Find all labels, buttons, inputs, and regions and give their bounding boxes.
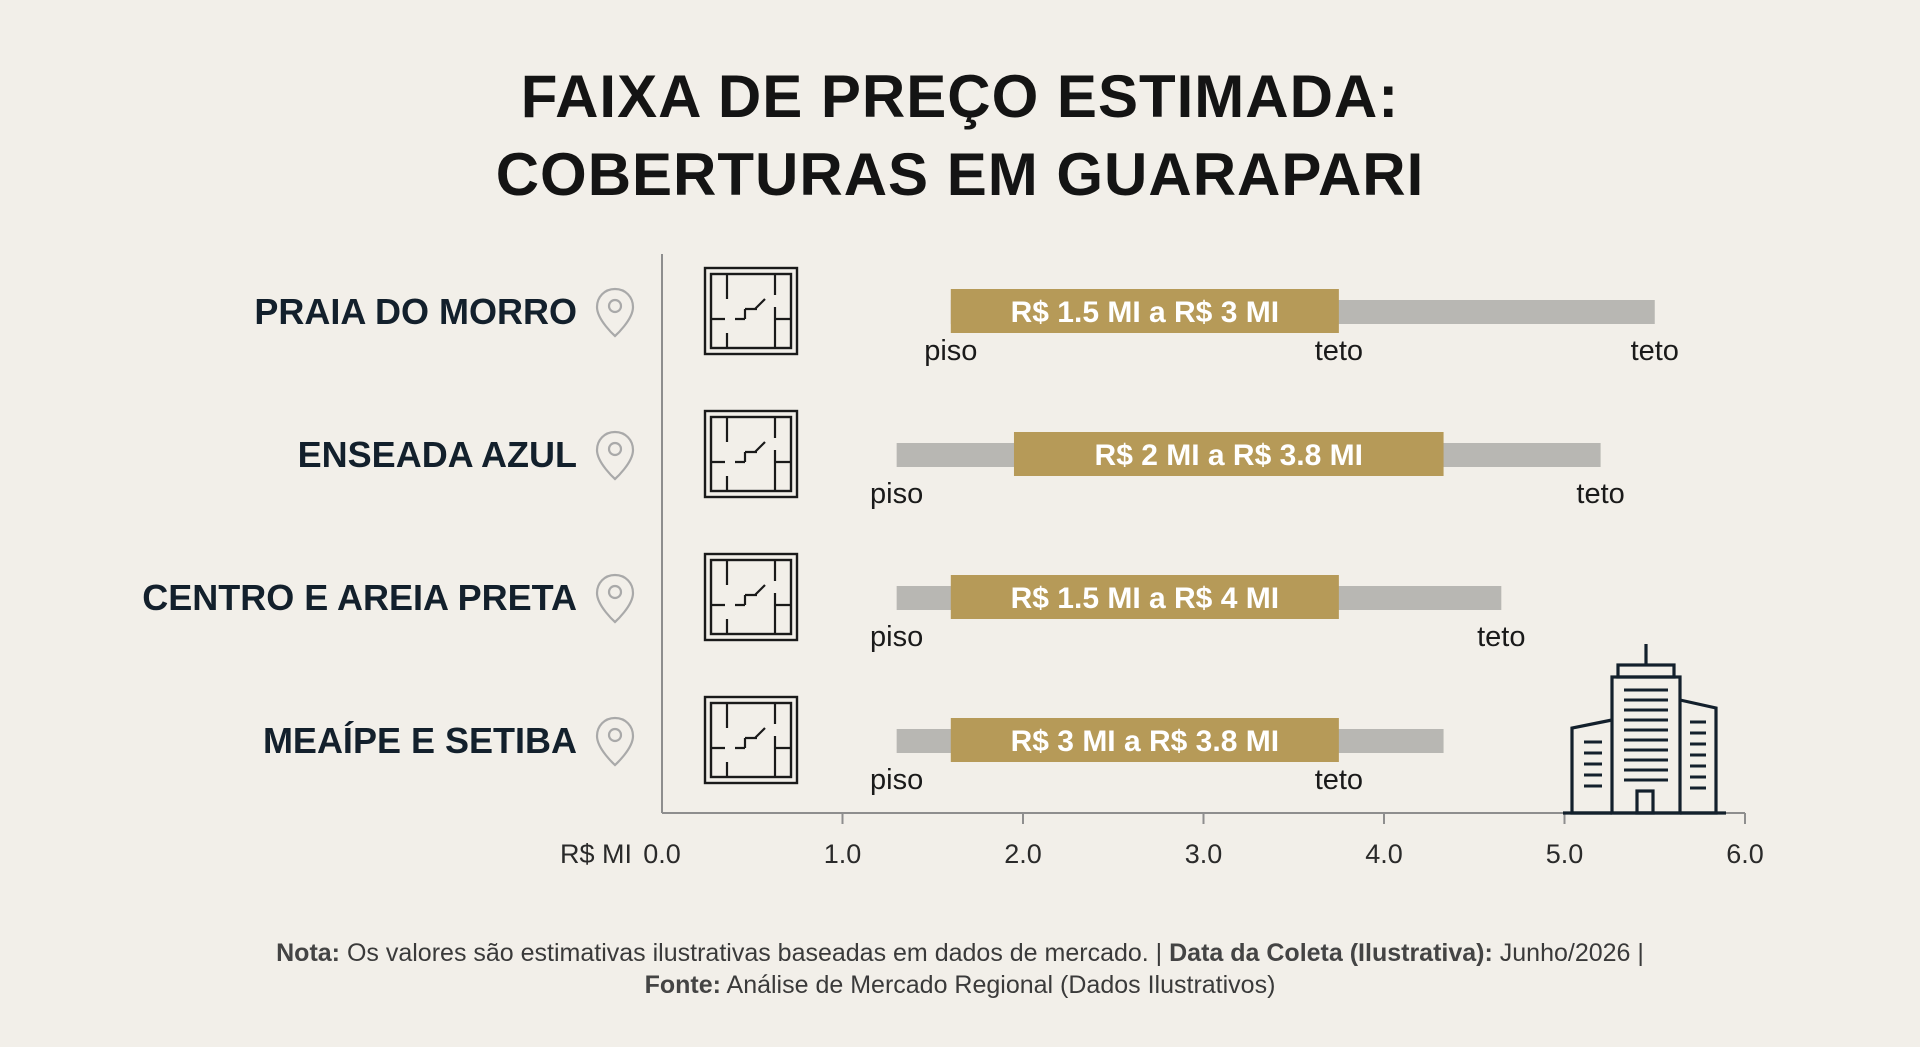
x-tick-label: 5.0 bbox=[1546, 839, 1584, 869]
footnote-source-text: Análise de Mercado Regional (Dados Ilust… bbox=[720, 971, 1276, 999]
chart-title-line-1: FAIXA DE PREÇO ESTIMADA: bbox=[520, 63, 1400, 130]
highlight-range-bar bbox=[950, 575, 1339, 619]
x-tick-label: 6.0 bbox=[1726, 839, 1764, 869]
range-label: R$ 1.5 MI a R$ 4 MI bbox=[1011, 582, 1279, 615]
x-tick-label: 0.0 bbox=[643, 839, 681, 869]
marker-label: teto bbox=[1477, 621, 1525, 653]
location-pin-icon bbox=[595, 573, 635, 624]
footnote-date-label: Data da Coleta (Ilustrativa): bbox=[1169, 939, 1493, 967]
range-label: R$ 3 MI a R$ 3.8 MI bbox=[1011, 725, 1279, 758]
category-label: ENSEADA AZUL bbox=[298, 434, 577, 475]
x-tick-label: 1.0 bbox=[824, 839, 862, 869]
floor-plan-icon bbox=[703, 266, 799, 356]
x-tick-label: 3.0 bbox=[1185, 839, 1223, 869]
category-label: MEAÍPE E SETIBA bbox=[263, 720, 577, 761]
marker-label: teto bbox=[1315, 764, 1363, 796]
location-pin-icon bbox=[595, 716, 635, 767]
marker-label: piso bbox=[870, 478, 923, 510]
x-axis-unit-label: R$ MI bbox=[560, 839, 632, 869]
chart-title: FAIXA DE PREÇO ESTIMADA: COBERTURAS EM G… bbox=[0, 58, 1920, 214]
highlight-range-bar bbox=[950, 289, 1339, 333]
floor-plan-icon bbox=[703, 552, 799, 642]
footnote-line-1: Nota: Os valores são estimativas ilustra… bbox=[0, 937, 1920, 969]
chart-title-line-2: COBERTURAS EM GUARAPARI bbox=[495, 141, 1425, 208]
category-row: CENTRO E AREIA PRETA R$ 1.5 MI a R$ 4 MI p… bbox=[142, 552, 1526, 653]
marker-label: teto bbox=[1631, 335, 1679, 367]
footnote-note-label: Nota: bbox=[276, 939, 341, 967]
x-tick-label: 2.0 bbox=[1004, 839, 1042, 869]
footnote: Nota: Os valores são estimativas ilustra… bbox=[0, 937, 1920, 1001]
footnote-date-text: Junho/2026 | bbox=[1492, 939, 1644, 967]
floor-plan-icon bbox=[703, 695, 799, 785]
location-pin-icon bbox=[595, 287, 635, 338]
marker-label: teto bbox=[1315, 335, 1363, 367]
highlight-range-bar bbox=[1013, 432, 1444, 476]
category-row: ENSEADA AZUL R$ 2 MI a R$ 3.8 MI piso teto bbox=[298, 409, 1625, 510]
location-pin-icon bbox=[595, 430, 635, 481]
category-row: PRAIA DO MORRO R$ 1.5 MI a R$ 3 MI piso tet… bbox=[254, 266, 1679, 367]
category-label: CENTRO E AREIA PRETA bbox=[142, 577, 577, 618]
x-tick-label: 4.0 bbox=[1365, 839, 1403, 869]
marker-label: piso bbox=[870, 621, 923, 653]
building-icon bbox=[1563, 644, 1726, 815]
category-label: PRAIA DO MORRO bbox=[254, 291, 577, 332]
category-row: MEAÍPE E SETIBA R$ 3 MI a R$ 3.8 MI piso te… bbox=[263, 695, 1444, 796]
floor-plan-icon bbox=[703, 409, 799, 499]
footnote-note-text: Os valores são estimativas ilustrativas … bbox=[340, 939, 1170, 967]
range-label: R$ 2 MI a R$ 3.8 MI bbox=[1095, 439, 1363, 472]
marker-label: teto bbox=[1576, 478, 1624, 510]
marker-label: piso bbox=[924, 335, 977, 367]
range-label: R$ 1.5 MI a R$ 3 MI bbox=[1011, 296, 1279, 329]
footnote-line-2: Fonte: Análise de Mercado Regional (Dado… bbox=[0, 969, 1920, 1001]
highlight-range-bar bbox=[950, 718, 1339, 762]
marker-label: piso bbox=[870, 764, 923, 796]
footnote-source-label: Fonte: bbox=[644, 971, 721, 999]
